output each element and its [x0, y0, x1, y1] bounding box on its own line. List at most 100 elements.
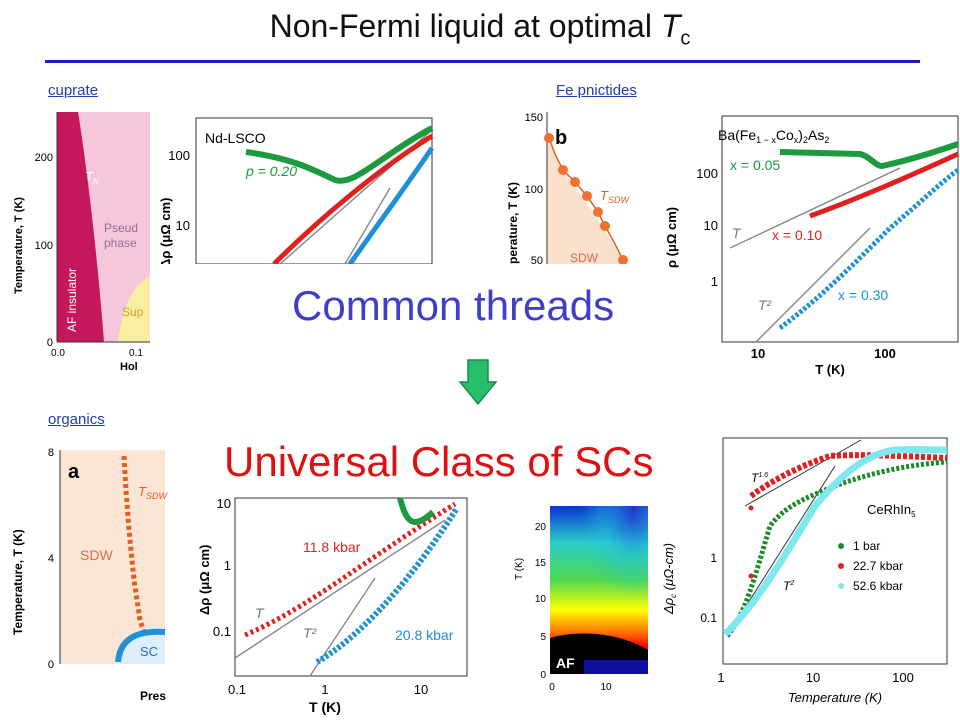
x-tick: 0.1	[228, 682, 246, 697]
series-1bar	[725, 459, 948, 638]
y-tick: 0.1	[213, 624, 231, 639]
y-tick: 20	[535, 522, 547, 533]
x-tick: 10	[806, 670, 820, 685]
y-tick: 10	[704, 218, 718, 233]
cuprate-link[interactable]: cuprate	[48, 82, 99, 99]
data-point	[582, 191, 592, 201]
panel-label: b	[555, 127, 567, 149]
slide-title: Non-Fermi liquid at optimal Tc	[0, 8, 960, 50]
y-tick: 5	[540, 632, 546, 643]
y-axis-label: Temperature, T (K)	[11, 529, 25, 635]
data-point	[593, 207, 603, 217]
series-label: 20.8 kbar	[395, 627, 454, 643]
series-label: x = 0.30	[838, 287, 888, 303]
y-tick: 100	[696, 166, 718, 181]
plot-frame	[195, 117, 433, 264]
guide-line-t2	[755, 227, 871, 343]
y-axis-label: ρ (μΩ cm)	[664, 207, 679, 268]
title-text: Non-Fermi liquid at optimal	[269, 8, 661, 44]
y-tick: 100	[168, 148, 190, 163]
af-insulator-label: AF insulator	[65, 268, 79, 332]
series-x005	[779, 141, 959, 170]
series-52-6kbar	[722, 446, 948, 637]
pseudogap-label: phase	[104, 236, 137, 250]
series-11-8	[244, 501, 457, 638]
t2-label: T2	[783, 579, 794, 593]
y-tick: 15	[535, 558, 547, 569]
guide-line-t	[729, 167, 901, 249]
guide-line-t16	[744, 439, 862, 507]
series-green	[397, 497, 435, 525]
x-tick: 100	[892, 670, 914, 685]
doping-label: p = 0.20	[245, 163, 297, 179]
y-tick: 1	[710, 551, 717, 565]
y-tick: 10	[176, 218, 190, 233]
x-tick: 0	[549, 682, 555, 693]
tc-line	[115, 628, 166, 663]
data-point	[544, 133, 554, 143]
legend-entry: 52.6 kbar	[853, 579, 903, 593]
x-axis-label: T (K)	[309, 699, 341, 715]
tsdw-boundary	[121, 455, 148, 637]
common-threads-heading: Common threads	[292, 282, 615, 329]
t2-label: T²	[758, 297, 773, 313]
y-tick: 4	[48, 553, 54, 565]
series-x030	[778, 167, 960, 330]
x-tick: 10	[414, 682, 428, 697]
y-tick: 200	[35, 152, 53, 164]
fe-pnictides-link[interactable]: Fe pnictides	[556, 82, 637, 99]
x-tick: 0.0	[51, 348, 65, 359]
data-point	[600, 221, 610, 231]
t16-label: T1.6	[751, 471, 768, 485]
down-arrow-icon	[458, 359, 498, 406]
y-tick: 100	[525, 184, 543, 196]
series-label: x = 0.05	[730, 157, 780, 173]
af-inset	[584, 660, 648, 674]
t2-label: T²	[303, 625, 318, 641]
x-axis-label: Hol	[120, 361, 138, 373]
sdw-label: SDW	[570, 251, 599, 264]
legend-marker	[838, 563, 844, 569]
y-axis-label: T (K)	[514, 558, 525, 580]
fe-resistivity-plot: Ba(Fe1 − xCox)2As2 x = 0.05 x = 0.10 x =…	[664, 115, 960, 377]
y-axis-label: Δρc (μΩ-cm)	[661, 543, 678, 615]
data-point	[618, 255, 628, 264]
title-rule	[45, 60, 920, 63]
y-axis-label: perature, T (K)	[506, 182, 520, 264]
y-tick: 0	[540, 670, 546, 681]
data-point	[748, 505, 754, 511]
sc-dome	[118, 276, 150, 342]
y-tick: 10	[217, 496, 231, 511]
x-tick: 10	[751, 346, 765, 361]
guide-line-t2	[309, 577, 376, 677]
compound-label: Ba(Fe1 − xCox)2As2	[718, 127, 829, 145]
af-colormap: AF T (K) 20 15 10 5 0 0 10	[514, 506, 648, 693]
t-label: T	[255, 605, 265, 621]
plot-frame	[234, 497, 468, 677]
x-tick: 100	[874, 346, 896, 361]
y-tick: 1	[224, 558, 231, 573]
series-22-7kbar	[749, 452, 948, 499]
y-axis-label: Δρ (μΩ cm)	[197, 545, 212, 615]
sample-label: Nd-LSCO	[205, 130, 266, 146]
legend-entry: 1 bar	[853, 539, 880, 553]
sdw-region	[547, 138, 625, 264]
x-tick: 1	[717, 670, 724, 685]
universal-class-heading: Universal Class of SCs	[224, 438, 654, 485]
guide-line-t	[234, 519, 446, 659]
y-tick: 0.1	[700, 611, 717, 625]
organics-link[interactable]: organics	[48, 411, 105, 428]
title-variable: T	[660, 8, 681, 44]
sdw-region	[60, 450, 165, 664]
x-axis-label: Temperature (K)	[788, 690, 882, 705]
series-label: 11.8 kbar	[303, 539, 361, 555]
series-green	[245, 125, 434, 184]
legend-marker	[838, 543, 844, 549]
legend-marker	[838, 583, 844, 589]
series-blue	[347, 146, 435, 264]
y-tick: 0	[47, 337, 53, 349]
data-point	[748, 573, 754, 579]
y-tick: 10	[535, 594, 547, 605]
x-axis-label: T (K)	[815, 362, 845, 377]
